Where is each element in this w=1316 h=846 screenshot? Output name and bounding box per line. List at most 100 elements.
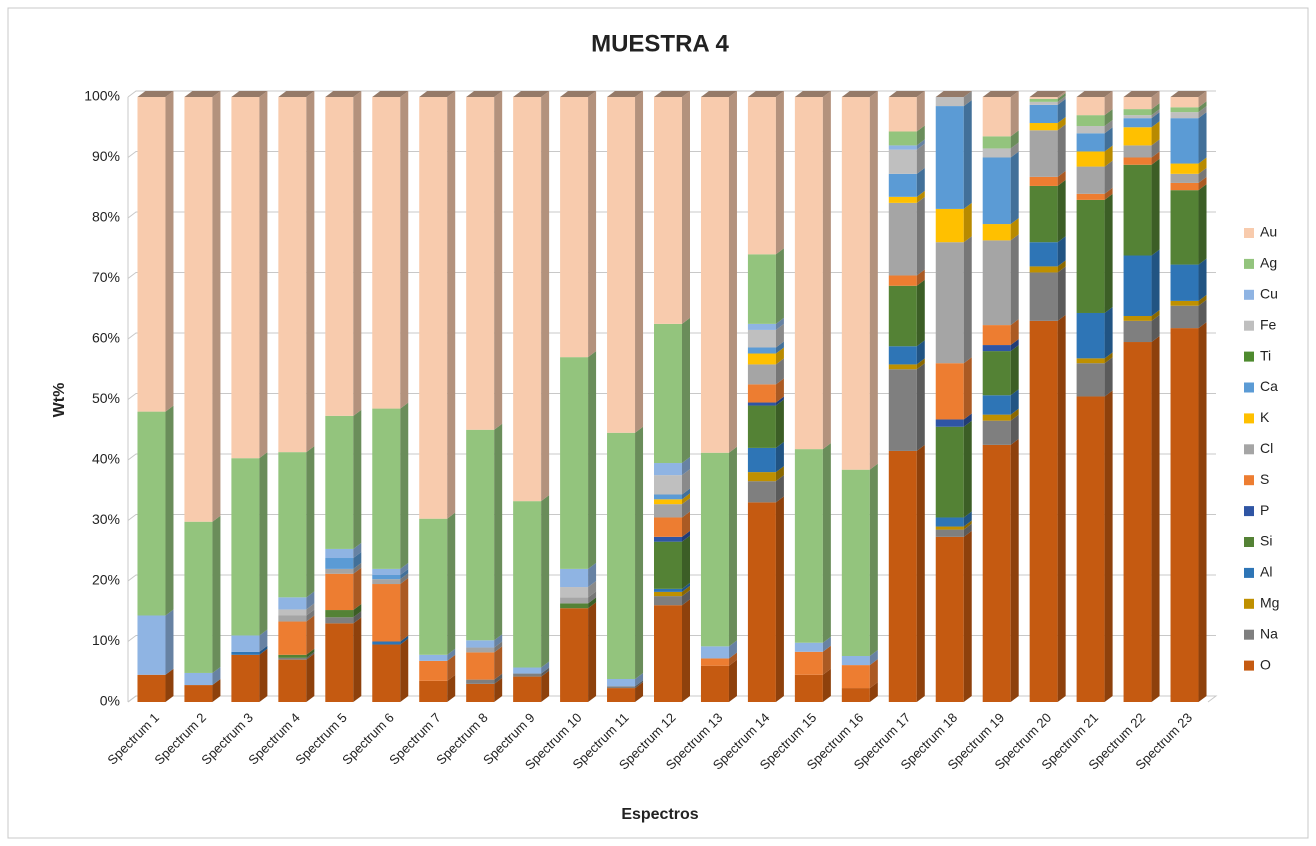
bar-front xyxy=(466,679,495,684)
bar xyxy=(982,130,1019,149)
legend-swatch xyxy=(1244,320,1254,331)
bar-front xyxy=(466,683,495,702)
bar xyxy=(888,91,925,132)
bar-front xyxy=(1076,133,1105,152)
bar-side xyxy=(306,603,315,616)
bar xyxy=(1029,95,1066,105)
bar-side xyxy=(447,91,456,519)
bar-side xyxy=(1151,310,1160,321)
legend-swatch xyxy=(1244,351,1254,362)
bar-side xyxy=(353,542,362,559)
bar-front xyxy=(1170,305,1199,329)
bar-side xyxy=(728,659,737,702)
bar-side xyxy=(1057,236,1066,267)
bar-front xyxy=(982,240,1011,326)
bar-side xyxy=(165,609,174,675)
bar-side xyxy=(682,469,690,495)
bar-side xyxy=(916,190,925,203)
bar-front xyxy=(747,353,776,365)
bar xyxy=(325,409,362,549)
bar-front xyxy=(935,208,964,243)
bar-side xyxy=(963,530,972,702)
bar-front xyxy=(982,148,1011,158)
bar xyxy=(935,530,972,702)
bar-side xyxy=(541,495,550,668)
bar xyxy=(231,452,268,636)
bar-side xyxy=(916,125,925,146)
bar-side xyxy=(1010,234,1019,326)
y-tick-label: 30% xyxy=(92,511,120,527)
bar xyxy=(654,493,690,505)
bar-side xyxy=(400,562,409,575)
bar-side xyxy=(165,91,174,412)
bar-side xyxy=(635,426,644,680)
bar xyxy=(184,515,221,673)
bar xyxy=(794,636,831,652)
bar-front xyxy=(513,501,542,668)
bar xyxy=(654,599,690,702)
bar-side xyxy=(1198,167,1207,183)
bar xyxy=(184,666,221,686)
bar xyxy=(1170,176,1207,191)
bar xyxy=(982,234,1019,326)
bar xyxy=(1029,124,1066,177)
bar-front xyxy=(372,574,401,580)
legend-swatch xyxy=(1244,444,1254,455)
bar-front xyxy=(419,654,448,661)
bar-front xyxy=(888,202,917,276)
bar xyxy=(654,590,690,606)
bar xyxy=(1123,91,1160,110)
bar xyxy=(841,650,878,666)
bar xyxy=(1170,157,1207,174)
bar-side xyxy=(963,523,972,537)
bar-side xyxy=(916,358,925,370)
bar xyxy=(325,91,362,416)
bar-front xyxy=(1170,182,1199,191)
bar-side xyxy=(1010,151,1019,225)
bar-side xyxy=(353,611,362,624)
bar xyxy=(513,91,550,502)
bar-front xyxy=(1076,312,1105,359)
bar-front xyxy=(1123,127,1152,146)
bar-side xyxy=(306,609,315,622)
bar xyxy=(1123,310,1160,321)
bar-front xyxy=(747,384,776,403)
bar-front xyxy=(1029,101,1058,105)
bar xyxy=(982,319,1019,346)
bar-side xyxy=(1151,121,1160,146)
bar xyxy=(419,674,456,702)
bar-front xyxy=(607,686,636,689)
bar xyxy=(1076,127,1113,152)
bar-front xyxy=(982,414,1011,421)
bar-front xyxy=(1029,98,1058,102)
bar-side xyxy=(822,645,831,675)
bar xyxy=(654,488,690,500)
bar xyxy=(137,609,174,675)
bar-front xyxy=(372,97,401,409)
bar xyxy=(513,661,550,674)
bar-front xyxy=(137,97,166,412)
bar-side xyxy=(1057,179,1066,243)
bar-front xyxy=(841,656,870,666)
bar xyxy=(560,562,597,588)
bar-front xyxy=(1076,363,1105,397)
bar xyxy=(747,399,784,448)
bar-front xyxy=(1029,176,1058,186)
bar-side xyxy=(1151,336,1160,702)
bar-front xyxy=(1123,118,1152,128)
bar-side xyxy=(822,636,831,652)
legend-swatch xyxy=(1244,289,1254,300)
bar xyxy=(137,405,174,616)
bar-side xyxy=(1104,390,1113,702)
bar-front xyxy=(325,97,354,416)
bar-side xyxy=(916,167,925,197)
bar-front xyxy=(935,526,964,530)
bar-front xyxy=(278,654,307,658)
bar xyxy=(419,512,456,655)
bar xyxy=(325,542,362,559)
bar-front xyxy=(1123,316,1152,321)
bar xyxy=(888,143,925,174)
bar xyxy=(231,91,268,459)
bar-front xyxy=(1170,112,1199,119)
bar xyxy=(935,202,972,243)
